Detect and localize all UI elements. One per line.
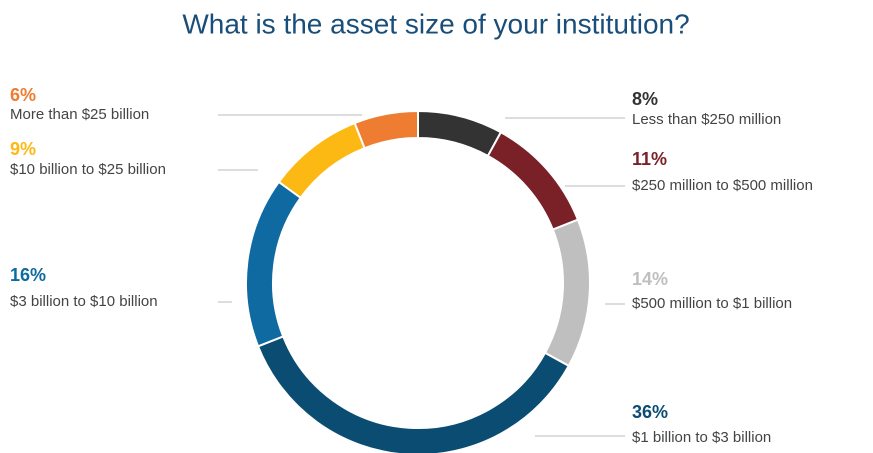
- category-label: $10 billion to $25 billion: [10, 161, 166, 178]
- value-label: 6%: [10, 85, 36, 105]
- category-label: $250 million to $500 million: [632, 177, 813, 194]
- category-label: Less than $250 million: [632, 111, 781, 128]
- category-label: $3 billion to $10 billion: [10, 293, 158, 310]
- category-label: $500 million to $1 billion: [632, 295, 792, 312]
- category-label: $1 billion to $3 billion: [632, 429, 771, 446]
- donut-slice: [543, 218, 591, 368]
- value-label: 14%: [632, 269, 668, 289]
- value-label: 16%: [10, 265, 46, 285]
- donut-slice: [277, 121, 366, 200]
- donut-slice: [353, 109, 419, 150]
- donut-slice: [417, 109, 503, 158]
- value-label: 9%: [10, 139, 36, 159]
- donut-slice: [486, 130, 580, 231]
- donut-slice: [256, 335, 571, 453]
- chart-title: What is the asset size of your instituti…: [182, 8, 689, 39]
- category-label: More than $25 billion: [10, 106, 149, 123]
- donut-slice: [245, 180, 303, 348]
- value-label: 11%: [632, 149, 667, 169]
- value-label: 36%: [632, 402, 668, 422]
- value-label: 8%: [632, 89, 658, 109]
